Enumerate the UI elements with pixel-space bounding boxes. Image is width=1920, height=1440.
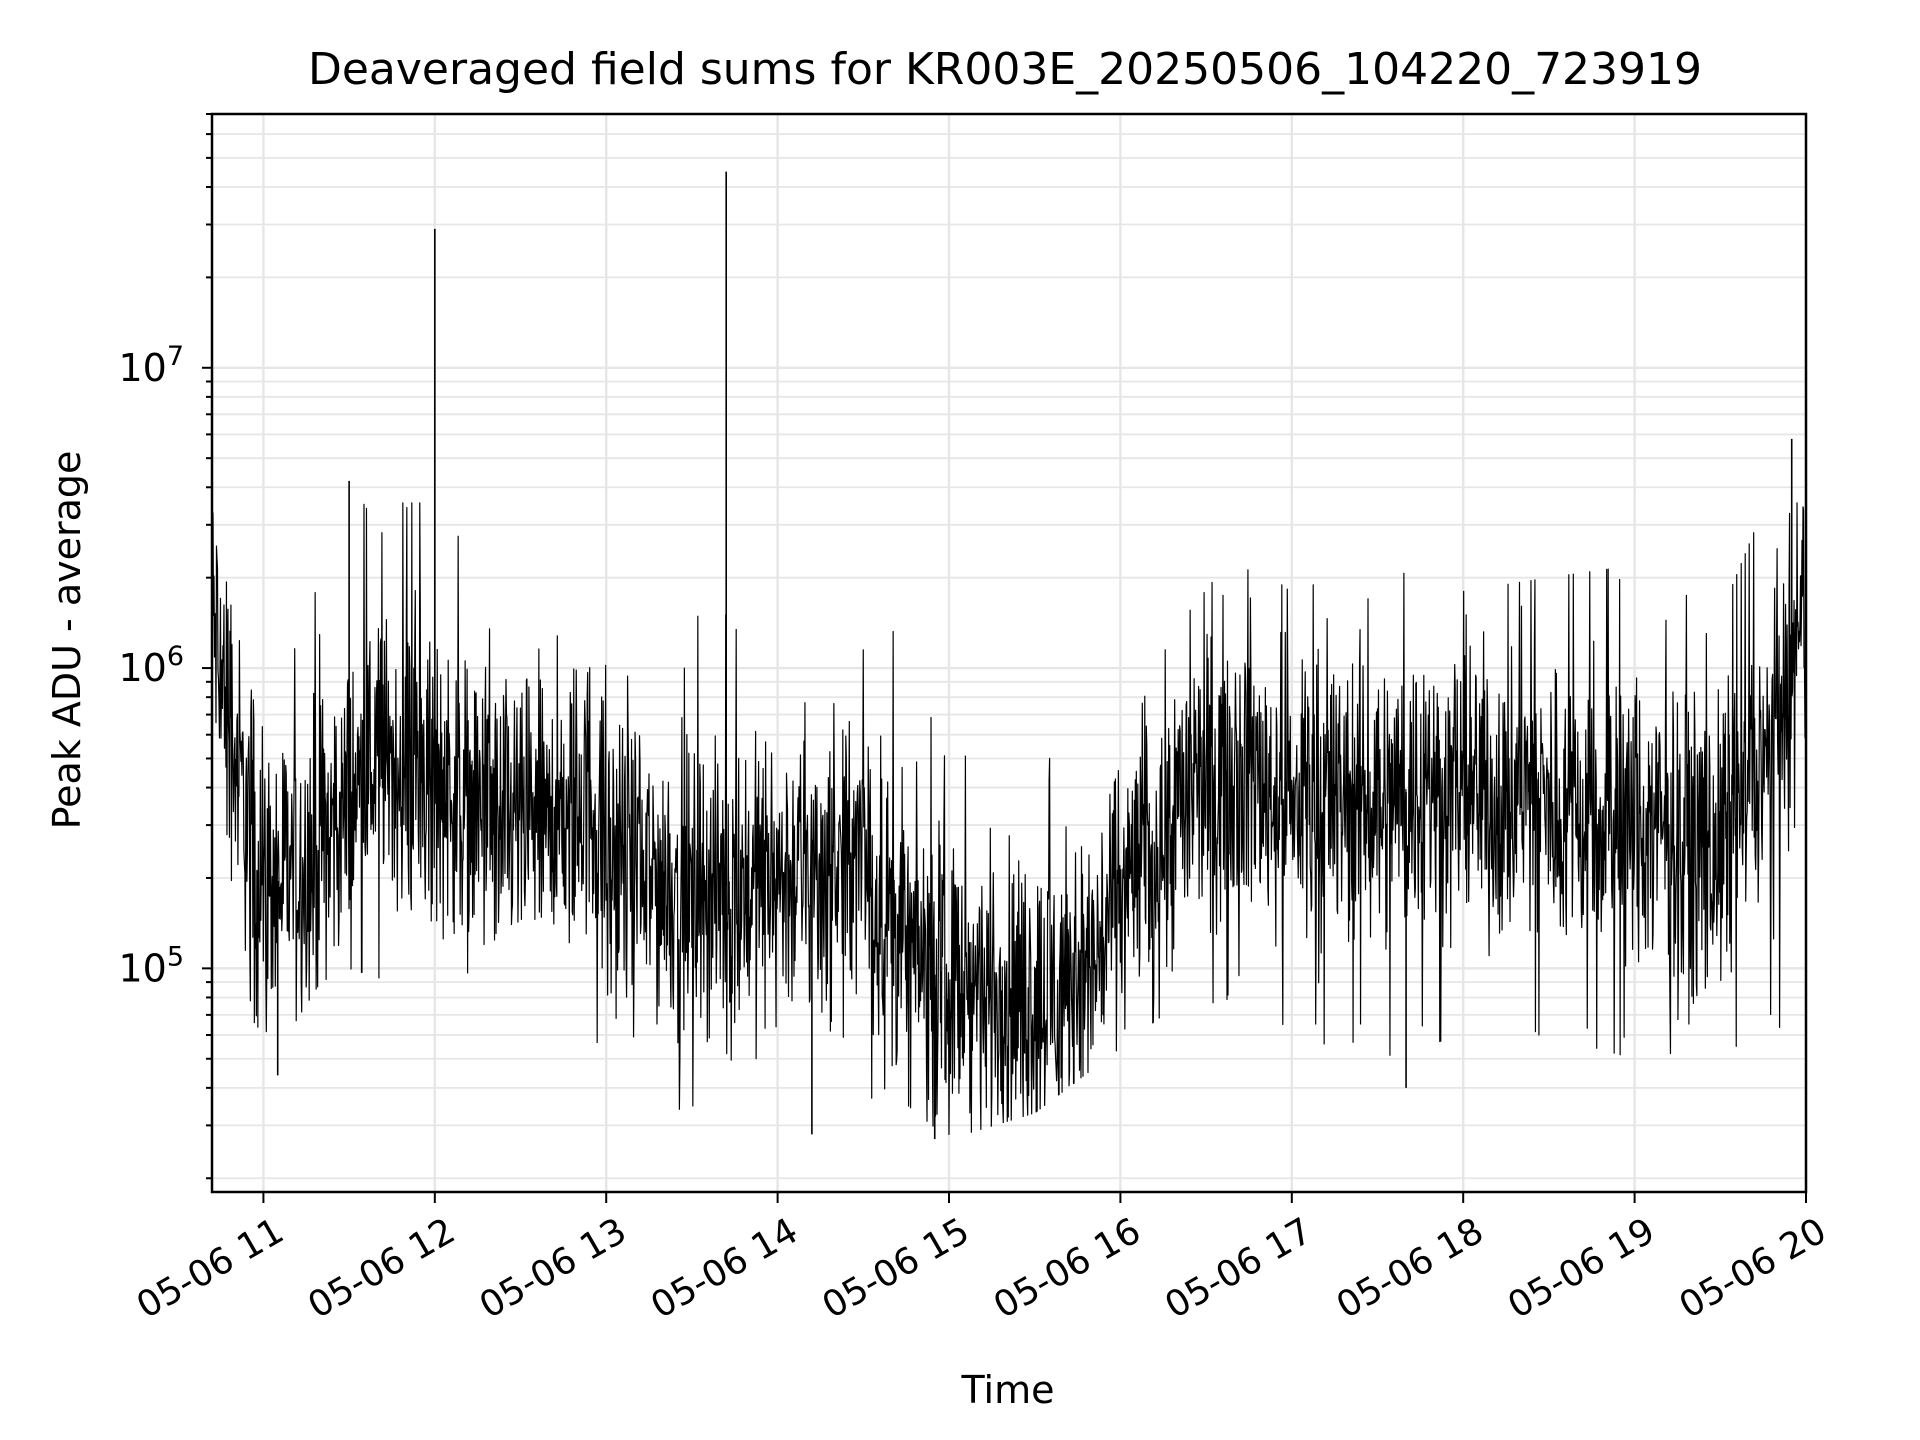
y-axis-label: Peak ADU - average [45, 451, 89, 830]
plot-area-frame [210, 112, 1808, 1194]
chart-title: Deaveraged field sums for KR003E_2025050… [308, 44, 1702, 95]
x-axis-label: Time [961, 1368, 1055, 1412]
series-line [211, 502, 1807, 1136]
y-axis: 105 106 107 [118, 113, 212, 1180]
y-tick-label: 106 [118, 641, 184, 690]
y-tick-label: 105 [118, 941, 184, 990]
y-tick-label: 107 [118, 341, 184, 390]
